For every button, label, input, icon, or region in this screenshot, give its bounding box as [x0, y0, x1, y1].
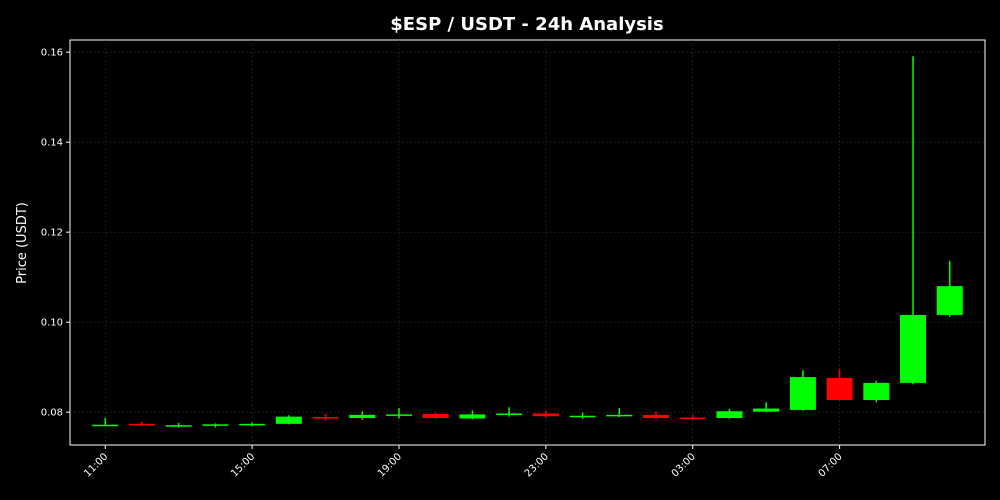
- candle-body: [863, 382, 890, 400]
- candle-body: [349, 414, 376, 418]
- plot-frame: [69, 39, 986, 446]
- candle-body: [716, 411, 743, 418]
- candle-body: [826, 377, 853, 400]
- candle-body: [275, 416, 302, 424]
- candle-body: [679, 417, 706, 420]
- candle-body: [643, 414, 670, 418]
- candle-body: [606, 414, 633, 417]
- candle-body: [422, 413, 449, 418]
- candle-body: [128, 423, 155, 426]
- candle-body: [496, 413, 523, 415]
- candle-body: [532, 413, 559, 417]
- y-tick-label: 0.12: [41, 228, 63, 239]
- x-tick-label: 19:00: [376, 451, 404, 479]
- candle-body: [936, 286, 963, 315]
- candle-body: [900, 314, 927, 383]
- y-tick-label: 0.16: [41, 48, 63, 59]
- y-axis-label: Price (USDT): [15, 202, 30, 284]
- x-tick-label: 11:00: [82, 451, 110, 479]
- y-tick-label: 0.10: [41, 318, 63, 329]
- candle-body: [753, 408, 780, 412]
- x-tick-label: 23:00: [523, 451, 551, 479]
- y-tick-label: 0.14: [41, 138, 63, 149]
- candle-body: [202, 424, 229, 426]
- candle-body: [789, 377, 816, 410]
- x-tick-label: 03:00: [670, 451, 698, 479]
- candle-body: [385, 414, 412, 416]
- x-tick-label: 07:00: [817, 451, 845, 479]
- candle-body: [569, 415, 596, 418]
- candle-body: [312, 417, 339, 419]
- candle-body: [165, 425, 192, 427]
- x-tick-label: 15:00: [229, 451, 257, 479]
- y-tick-label: 0.08: [41, 408, 63, 419]
- chart-title: $ESP / USDT - 24h Analysis: [390, 14, 663, 35]
- candle-body: [459, 414, 486, 419]
- candle-body: [92, 424, 119, 427]
- candle-body: [239, 423, 266, 426]
